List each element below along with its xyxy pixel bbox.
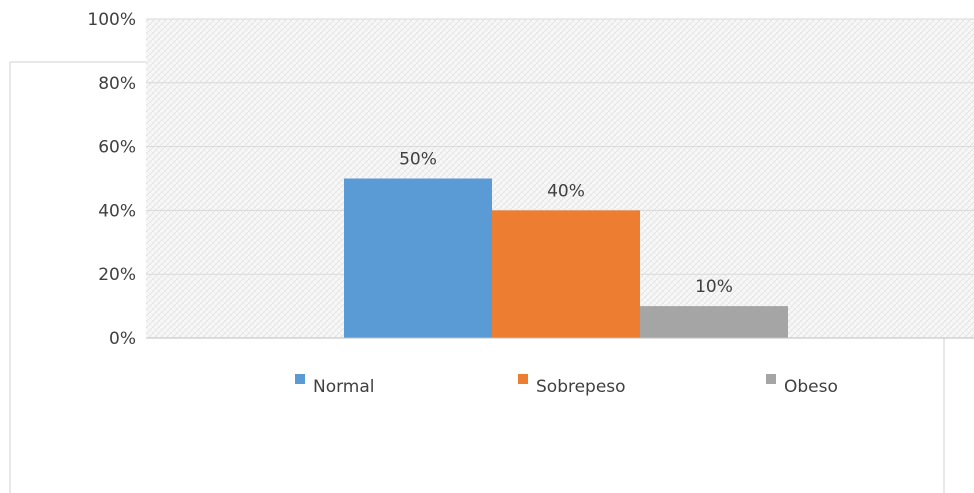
bars — [344, 178, 788, 338]
data-labels: 50% 40% 10% — [399, 150, 733, 298]
bar-obeso — [640, 306, 788, 338]
legend-swatch-sobrepeso — [518, 374, 528, 384]
legend-label-sobrepeso: Sobrepeso — [536, 377, 626, 397]
y-tick-label: 20% — [98, 265, 136, 285]
data-label-obeso: 10% — [695, 277, 733, 297]
data-label-sobrepeso: 40% — [547, 181, 585, 201]
y-tick-label: 60% — [98, 138, 136, 158]
legend: Normal Sobrepeso Obeso — [295, 374, 838, 397]
legend-label-obeso: Obeso — [784, 377, 838, 397]
y-tick-label: 40% — [98, 201, 136, 221]
bar-normal — [344, 178, 492, 338]
y-tick-label: 100% — [87, 10, 136, 30]
y-axis-ticks: 0% 20% 40% 60% 80% 100% — [87, 10, 136, 349]
legend-swatch-normal — [295, 374, 305, 384]
y-tick-label: 80% — [98, 74, 136, 94]
y-tick-label: 0% — [109, 329, 136, 349]
data-label-normal: 50% — [399, 150, 437, 170]
legend-swatch-obeso — [766, 374, 776, 384]
bar-sobrepeso — [492, 210, 640, 338]
legend-label-normal: Normal — [313, 377, 375, 397]
